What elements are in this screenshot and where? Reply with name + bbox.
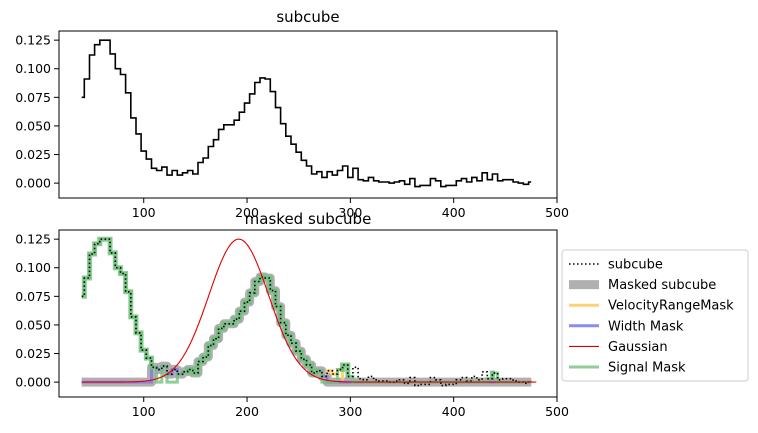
- legend-box: [561, 249, 749, 382]
- bottom-plot-area: [79, 236, 537, 387]
- x-tick-label: 400: [442, 404, 466, 419]
- legend-label: Gaussian: [608, 340, 668, 355]
- legend-label: Signal Mask: [608, 361, 686, 376]
- subcube-series-line: [81, 39, 532, 188]
- top-plot-area: [81, 39, 532, 188]
- top-axis-ticks: 100 200 300 400 500 0.000 0.025 0.050 0.075 0.100…: [15, 33, 569, 220]
- x-tick-label: 200: [235, 205, 259, 220]
- y-tick-label: 0.050: [15, 317, 51, 332]
- signal-mask-segment: [81, 236, 155, 370]
- y-tick-label: 0.075: [15, 289, 51, 304]
- gaussian-fit-line: [81, 238, 537, 383]
- bottom-chart-title: masked subcube: [245, 210, 372, 228]
- legend-label: Width Mask: [608, 319, 684, 334]
- bottom-axes-frame: [58, 229, 558, 398]
- y-tick-label: 0.025: [15, 346, 51, 361]
- x-tick-label: 500: [545, 205, 569, 220]
- x-tick-label: 300: [338, 205, 362, 220]
- legend-label: subcube: [608, 258, 663, 273]
- y-tick-label: 0.050: [15, 118, 51, 133]
- y-tick-label: 0.100: [15, 61, 51, 76]
- y-tick-label: 0.000: [15, 375, 51, 390]
- x-tick-label: 400: [442, 205, 466, 220]
- signal-mask-segment: [185, 274, 320, 376]
- y-tick-label: 0.000: [15, 176, 51, 191]
- legend-label: Masked subcube: [608, 278, 716, 293]
- legend: subcube Masked subcube VelocityRangeMask Wi…: [561, 249, 749, 382]
- y-tick-label: 0.125: [15, 232, 51, 247]
- legend-label: VelocityRangeMask: [608, 299, 734, 314]
- top-chart-title: subcube: [276, 8, 339, 26]
- axes-top: subcube 100 200 300 400 500 0.000 0.025 0.050 0.…: [15, 8, 569, 220]
- bottom-axis-ticks: 100 200 300 400 500 0.000 0.025 0.050 0.075 0.100…: [15, 232, 569, 419]
- x-tick-label: 300: [338, 404, 362, 419]
- y-tick-label: 0.025: [15, 147, 51, 162]
- y-tick-label: 0.100: [15, 260, 51, 275]
- subcube-dotted-line: [81, 238, 532, 387]
- y-tick-label: 0.075: [15, 90, 51, 105]
- x-tick-label: 100: [132, 404, 156, 419]
- x-tick-label: 200: [235, 404, 259, 419]
- x-tick-label: 100: [132, 205, 156, 220]
- axes-bottom: 100 200 300 400 500 0.000 0.025 0.050 0.075 0.100…: [15, 210, 569, 419]
- y-tick-label: 0.125: [15, 33, 51, 48]
- x-tick-label: 500: [545, 404, 569, 419]
- top-axes-frame: [58, 30, 558, 199]
